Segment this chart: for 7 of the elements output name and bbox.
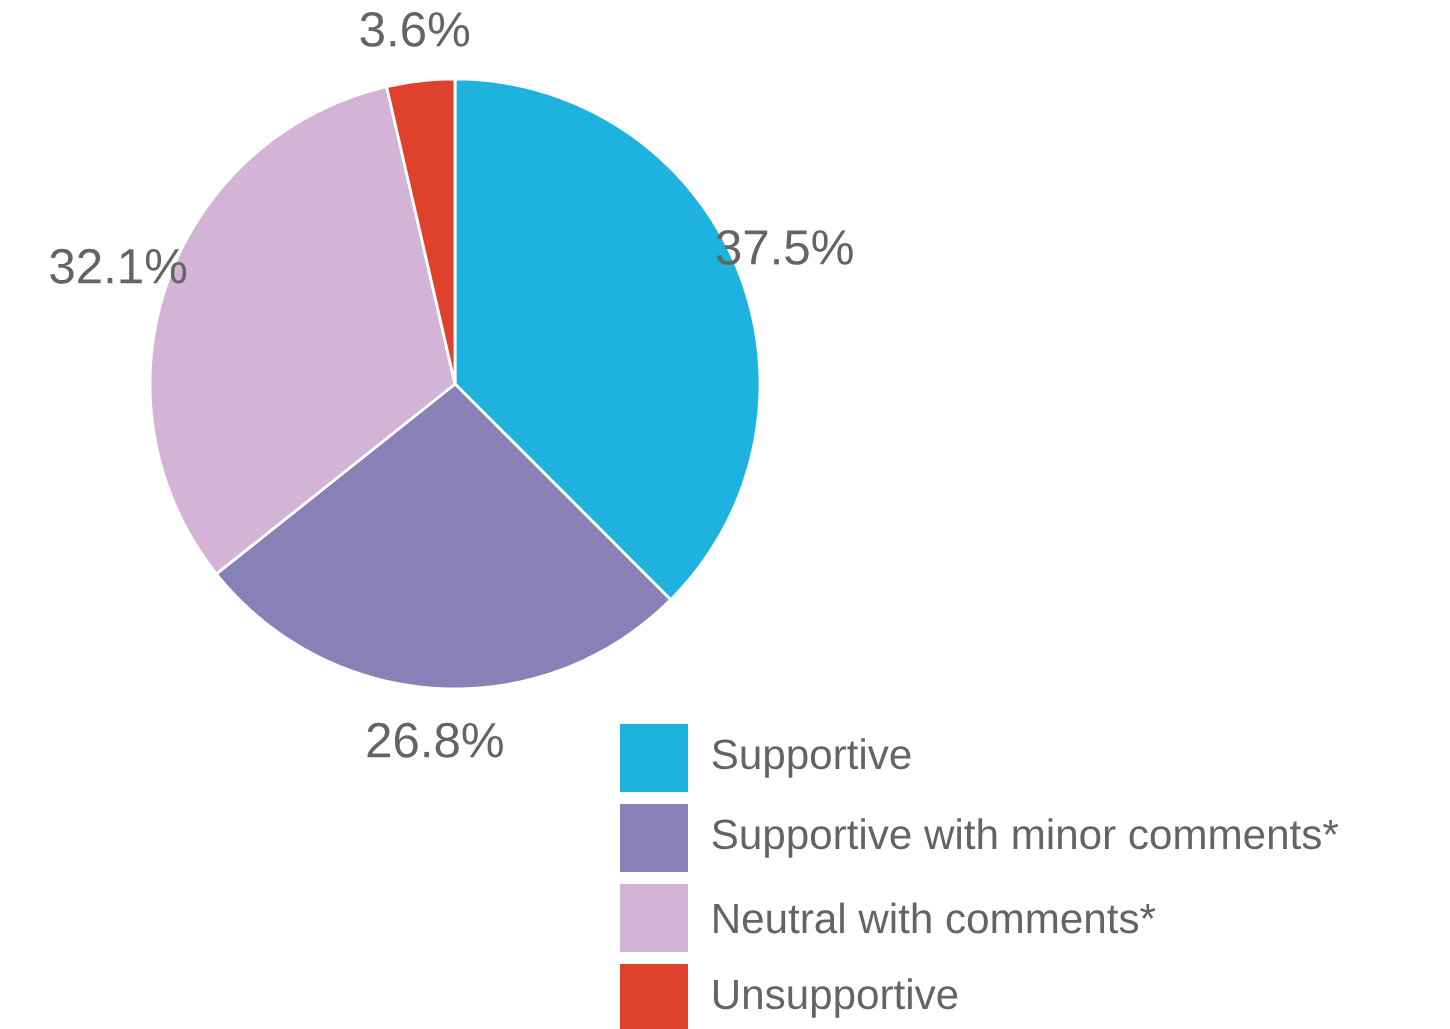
legend-label: Neutral with comments*	[714, 902, 1156, 934]
legend-label: Supportive	[712, 738, 911, 778]
legend-label: Supportive with minor comments*	[712, 818, 1339, 858]
data-label: 3.6%	[360, 11, 470, 47]
legend-label: Unsupportive	[713, 978, 958, 1018]
data-label: 26.8%	[367, 722, 503, 758]
data-label: 32.1%	[50, 248, 187, 284]
